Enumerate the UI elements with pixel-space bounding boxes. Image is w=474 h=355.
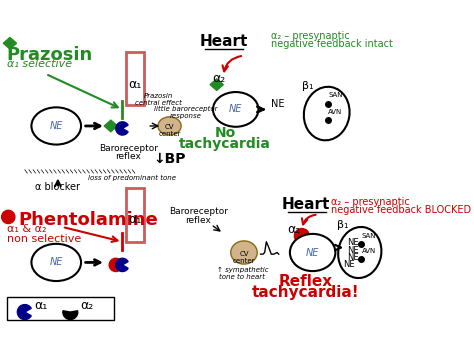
- Text: NE: NE: [271, 99, 285, 109]
- Text: α₁ & α₂: α₁ & α₂: [7, 224, 46, 234]
- Text: negative feedback intact: negative feedback intact: [271, 39, 393, 49]
- Text: loss of predominant tone: loss of predominant tone: [88, 175, 176, 181]
- Text: NE: NE: [347, 253, 359, 262]
- Polygon shape: [210, 79, 223, 91]
- Text: NE: NE: [306, 247, 319, 257]
- Circle shape: [109, 258, 122, 272]
- Text: Prazosin
central effect: Prazosin central effect: [136, 93, 182, 106]
- Text: NE: NE: [229, 104, 242, 114]
- Ellipse shape: [213, 92, 258, 127]
- Wedge shape: [116, 122, 128, 135]
- Ellipse shape: [231, 241, 257, 264]
- Text: α₁ selective: α₁ selective: [7, 59, 72, 69]
- Text: AVN: AVN: [328, 109, 343, 115]
- Text: Phentolamine: Phentolamine: [18, 211, 158, 229]
- Text: No: No: [214, 126, 236, 140]
- Text: AVN: AVN: [362, 247, 376, 253]
- Bar: [126, 188, 144, 242]
- Text: α₂: α₂: [287, 223, 300, 236]
- Text: SAN: SAN: [362, 233, 376, 239]
- Text: α₂: α₂: [212, 72, 226, 85]
- Ellipse shape: [31, 244, 81, 281]
- Text: reflex: reflex: [185, 216, 211, 225]
- Text: β₁: β₁: [302, 81, 313, 91]
- Bar: [126, 51, 144, 105]
- Text: α₂: α₂: [80, 299, 93, 312]
- Ellipse shape: [304, 87, 350, 140]
- Text: NE: NE: [343, 260, 355, 269]
- Polygon shape: [3, 38, 17, 49]
- Text: α₁: α₁: [128, 78, 141, 91]
- Text: SAN: SAN: [328, 92, 343, 98]
- Text: little baroreceptor
response: little baroreceptor response: [155, 105, 218, 119]
- Text: α₁: α₁: [128, 213, 141, 226]
- Text: α₂ – presynaptic: α₂ – presynaptic: [271, 31, 350, 41]
- Text: Baroreceptor: Baroreceptor: [99, 144, 158, 153]
- Text: tachycardia: tachycardia: [179, 137, 271, 151]
- Wedge shape: [18, 305, 31, 320]
- Circle shape: [1, 210, 15, 224]
- Text: NE: NE: [347, 238, 359, 247]
- Ellipse shape: [338, 227, 382, 278]
- Ellipse shape: [31, 107, 81, 144]
- Text: CV
center: CV center: [158, 124, 181, 137]
- Text: Prazosin: Prazosin: [7, 46, 93, 64]
- Ellipse shape: [158, 117, 181, 135]
- Text: tachycardia!: tachycardia!: [252, 285, 360, 300]
- Ellipse shape: [290, 234, 336, 271]
- Text: α₁: α₁: [35, 299, 48, 312]
- Text: Baroreceptor: Baroreceptor: [169, 207, 228, 217]
- Text: Reflex: Reflex: [279, 274, 333, 289]
- Text: NE: NE: [50, 121, 63, 131]
- Text: non selective: non selective: [7, 234, 81, 244]
- Text: negative feedback BLOCKED: negative feedback BLOCKED: [331, 205, 471, 215]
- Text: ↓BP: ↓BP: [153, 152, 186, 166]
- Text: Heart: Heart: [199, 34, 247, 49]
- Wedge shape: [63, 311, 78, 320]
- Text: α blocker: α blocker: [36, 182, 81, 192]
- Polygon shape: [104, 120, 118, 132]
- Text: α₂ – presynaptic: α₂ – presynaptic: [331, 197, 410, 207]
- Text: reflex: reflex: [115, 152, 141, 161]
- Text: ↑ sympathetic
tone to heart: ↑ sympathetic tone to heart: [217, 267, 268, 280]
- Circle shape: [294, 229, 310, 244]
- Text: Heart: Heart: [282, 197, 330, 212]
- Text: NE: NE: [50, 257, 63, 267]
- Text: CV
center: CV center: [233, 251, 255, 264]
- Bar: [7, 297, 114, 320]
- Wedge shape: [116, 258, 128, 272]
- Text: NE: NE: [347, 246, 359, 255]
- Text: β₁: β₁: [337, 220, 348, 230]
